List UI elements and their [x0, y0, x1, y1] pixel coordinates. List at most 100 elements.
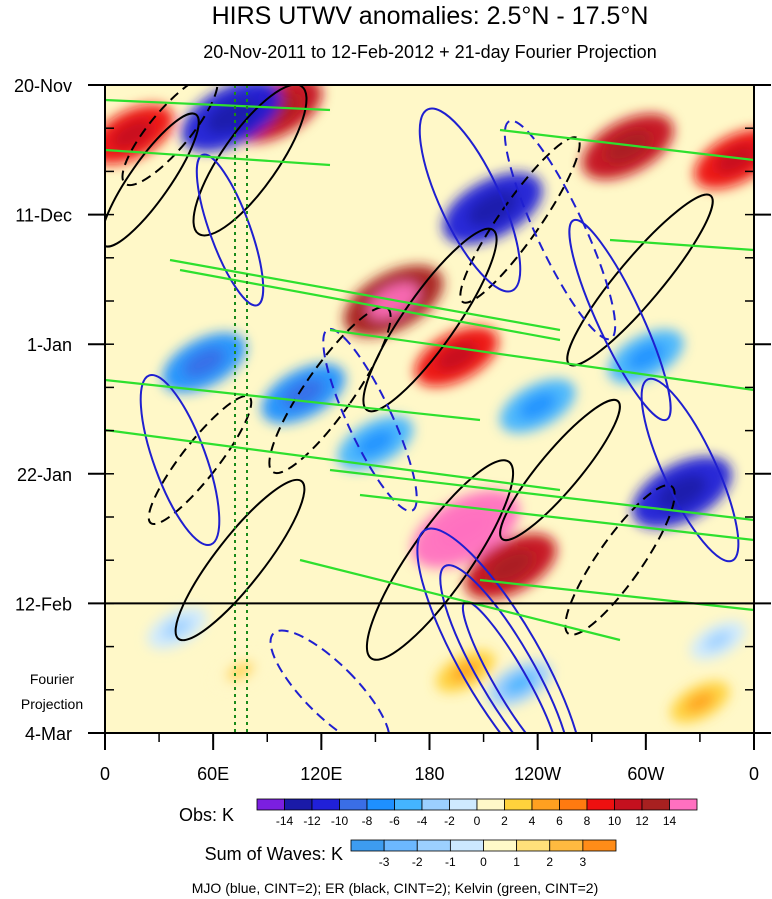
- plot-background: [105, 85, 754, 733]
- obs-colorbar: -14 -12 -10 -8 -6 -4 -2 0 2 4 6 8 10 12 14: [256, 798, 698, 828]
- colorbar-label: -10: [331, 814, 349, 828]
- er-contour: [459, 136, 581, 304]
- colorbar-swatch: [483, 839, 518, 852]
- colorbar-swatch: [256, 798, 285, 811]
- colorbar-label: 6: [556, 814, 563, 828]
- er-contour: [147, 394, 253, 526]
- anomaly-core: [356, 429, 395, 457]
- colorbar-label: -2: [444, 814, 455, 828]
- kelvin-contour: [329, 468, 754, 522]
- y-tick-label: 22-Jan: [17, 465, 72, 485]
- colorbar-swatch: [476, 798, 505, 811]
- colorbar-swatch: [531, 798, 560, 811]
- er-contour: [268, 305, 392, 475]
- kelvin-contour: [179, 268, 561, 342]
- y-axis: 20-Nov 11-Dec 1-Jan 22-Jan 12-Feb 4-Mar: [14, 76, 771, 744]
- anomaly-core: [704, 630, 732, 651]
- colorbar-swatch: [516, 839, 551, 852]
- colorbar-label: -6: [389, 814, 400, 828]
- mjo-contour: [416, 527, 584, 733]
- mjo-contour: [503, 119, 617, 341]
- colorbar-label: 4: [529, 814, 536, 828]
- x-tick-label: 180: [414, 764, 444, 784]
- er-contour: [105, 112, 200, 248]
- colorbar-swatch: [559, 798, 588, 811]
- colorbar-swatch: [449, 839, 484, 852]
- anomaly-core: [450, 660, 481, 682]
- anomaly-core: [604, 130, 651, 164]
- colorbar-swatch: [350, 839, 385, 852]
- colorbar-swatch: [416, 839, 451, 852]
- colorbar-label: -1: [445, 855, 456, 869]
- mjo-contour: [139, 373, 221, 547]
- kelvin-contour: [169, 258, 561, 332]
- colorbar-label: 1: [513, 855, 520, 869]
- anomaly-core: [626, 343, 665, 371]
- x-tick-label: 120W: [514, 764, 561, 784]
- colorbar-label: -8: [362, 814, 373, 828]
- mjo-contour: [269, 629, 391, 733]
- colorbar-label: -2: [412, 855, 423, 869]
- kelvin-contour: [105, 378, 481, 422]
- er-contour: [564, 484, 676, 636]
- kelvin-contour: [479, 578, 754, 612]
- colorbar-swatch: [669, 798, 698, 811]
- mjo-contours: [139, 107, 740, 733]
- y-tick-label: 20-Nov: [14, 76, 72, 96]
- kelvin-contour: [359, 493, 754, 542]
- kelvin-contour: [105, 428, 561, 492]
- anomaly-core: [162, 617, 192, 639]
- anomaly-field: [105, 85, 754, 724]
- colorbar-label: 3: [580, 855, 587, 869]
- er-contour: [365, 459, 515, 661]
- y-tick-label: 4-Mar: [25, 724, 72, 744]
- x-axis: 0 60E 120E 180 120W 60W 0: [100, 733, 759, 784]
- anomaly-core: [438, 509, 493, 549]
- anomaly-core: [656, 474, 707, 511]
- kelvin-contour: [105, 148, 331, 167]
- waves-colorbar-title: Sum of Waves: K: [205, 844, 343, 864]
- obs-colorbar-title: Obs: K: [179, 805, 234, 825]
- colorbar-swatch: [394, 798, 423, 811]
- er-contour: [192, 85, 308, 237]
- colorbar-label: 14: [663, 814, 677, 828]
- anomaly-core: [487, 549, 534, 583]
- colorbar-swatch: [582, 839, 617, 852]
- y-tick-label: 1-Jan: [27, 335, 72, 355]
- kelvin-contour: [329, 328, 754, 392]
- er-contour: [499, 398, 621, 542]
- anomaly-core: [111, 119, 153, 150]
- colorbar-swatch: [421, 798, 450, 811]
- kelvin-contour: [499, 128, 754, 162]
- colorbar-swatch: [614, 798, 643, 811]
- colorbar-label: -12: [303, 814, 321, 828]
- er-contour: [174, 478, 306, 642]
- chart-subtitle: 20-Nov-2011 to 12-Feb-2012 + 21-day Four…: [203, 42, 656, 62]
- overlay-note: MJO (blue, CINT=2); ER (black, CINT=2); …: [192, 880, 599, 896]
- x-tick-label: 60W: [627, 764, 664, 784]
- projection-label-line-1: Fourier: [30, 671, 75, 687]
- colorbar-swatch: [366, 798, 395, 811]
- x-tick-label: 60E: [197, 764, 229, 784]
- anomaly-core: [183, 347, 226, 378]
- er-contours: [105, 85, 714, 661]
- colorbar-label: -14: [276, 814, 294, 828]
- kelvin-contours: [105, 98, 754, 642]
- er-contour: [362, 227, 498, 413]
- colorbar-label: 8: [584, 814, 591, 828]
- colorbar-swatch: [284, 798, 313, 811]
- mjo-contour: [439, 564, 571, 733]
- colorbar-swatch: [641, 798, 670, 811]
- colorbar-label: -3: [379, 855, 390, 869]
- colorbar-label: 0: [474, 814, 481, 828]
- colorbar-label: 10: [608, 814, 622, 828]
- kelvin-contour: [299, 558, 621, 642]
- projection-label-line-2: Projection: [21, 696, 83, 712]
- kelvin-contour: [609, 238, 754, 252]
- anomaly-core: [715, 144, 754, 174]
- y-tick-label: 12-Feb: [15, 594, 72, 614]
- colorbar-label: 0: [480, 855, 487, 869]
- er-contour: [121, 85, 219, 187]
- chart-title: HIRS UTWV anomalies: 2.5°N - 17.5°N: [212, 2, 649, 30]
